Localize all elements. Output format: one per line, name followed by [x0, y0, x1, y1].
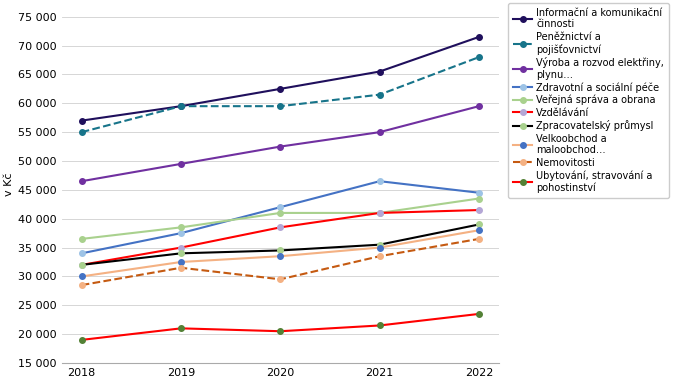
Ubytování, stravování a
pohostinství	[475, 312, 483, 316]
Zpracovatelský průmysl	[177, 251, 185, 256]
Ubytování, stravování a
pohostinství	[177, 326, 185, 331]
Zpracovatelský průmysl	[78, 262, 86, 267]
Zdravotní a sociální péče	[177, 231, 185, 235]
Nemovitosti	[375, 254, 384, 259]
Line: Velkoobchod a
maloobchod…: Velkoobchod a maloobchod…	[79, 227, 482, 279]
Informační a komunikační
činnosti	[375, 69, 384, 74]
Peněžnictví a
pojišťovnictví	[78, 130, 86, 134]
Peněžnictví a
pojišťovnictví	[177, 104, 185, 108]
Veřejná správa a obrana	[177, 225, 185, 230]
Line: Zpracovatelský průmysl: Zpracovatelský průmysl	[79, 222, 482, 268]
Veřejná správa a obrana	[276, 210, 284, 215]
Nemovitosti	[276, 277, 284, 282]
Nemovitosti	[177, 265, 185, 270]
Zdravotní a sociální péče	[78, 251, 86, 256]
Informační a komunikační
činnosti	[475, 35, 483, 39]
Výroba a rozvod elektřiny,
plynu…	[375, 130, 384, 134]
Vzdělávání	[375, 210, 384, 215]
Vzdělávání	[276, 225, 284, 230]
Výroba a rozvod elektřiny,
plynu…	[276, 144, 284, 149]
Zpracovatelský průmysl	[475, 222, 483, 227]
Velkoobchod a
maloobchod…	[78, 274, 86, 279]
Ubytování, stravování a
pohostinství	[78, 338, 86, 342]
Informační a komunikační
činnosti	[177, 104, 185, 108]
Ubytování, stravování a
pohostinství	[276, 329, 284, 333]
Vzdělávání	[177, 245, 185, 250]
Výroba a rozvod elektřiny,
plynu…	[78, 179, 86, 183]
Line: Veřejná správa a obrana: Veřejná správa a obrana	[79, 196, 482, 242]
Line: Ubytování, stravování a
pohostinství: Ubytování, stravování a pohostinství	[79, 311, 482, 343]
Line: Peněžnictví a
pojišťovnictví: Peněžnictví a pojišťovnictví	[79, 54, 482, 135]
Peněžnictví a
pojišťovnictví	[276, 104, 284, 108]
Výroba a rozvod elektřiny,
plynu…	[475, 104, 483, 108]
Vzdělávání	[78, 262, 86, 267]
Velkoobchod a
maloobchod…	[177, 260, 185, 264]
Zpracovatelský průmysl	[276, 248, 284, 253]
Velkoobchod a
maloobchod…	[475, 228, 483, 233]
Velkoobchod a
maloobchod…	[276, 254, 284, 259]
Veřejná správa a obrana	[375, 210, 384, 215]
Zdravotní a sociální péče	[276, 205, 284, 209]
Y-axis label: v Kč: v Kč	[4, 172, 14, 196]
Informační a komunikační
činnosti	[276, 87, 284, 91]
Velkoobchod a
maloobchod…	[375, 245, 384, 250]
Vzdělávání	[475, 208, 483, 212]
Ubytování, stravování a
pohostinství	[375, 323, 384, 328]
Peněžnictví a
pojišťovnictví	[475, 55, 483, 60]
Line: Nemovitosti: Nemovitosti	[79, 236, 482, 288]
Veřejná správa a obrana	[78, 236, 86, 241]
Line: Výroba a rozvod elektřiny,
plynu…: Výroba a rozvod elektřiny, plynu…	[79, 104, 482, 184]
Line: Vzdělávání: Vzdělávání	[79, 207, 482, 268]
Informační a komunikační
činnosti	[78, 118, 86, 123]
Legend: Informační a komunikační
činnosti, Peněžnictví a
pojišťovnictví, Výroba a rozvod: Informační a komunikační činnosti, Peněž…	[508, 3, 669, 198]
Zdravotní a sociální péče	[375, 179, 384, 183]
Nemovitosti	[475, 236, 483, 241]
Výroba a rozvod elektřiny,
plynu…	[177, 162, 185, 166]
Nemovitosti	[78, 283, 86, 287]
Zpracovatelský průmysl	[375, 243, 384, 247]
Zdravotní a sociální péče	[475, 191, 483, 195]
Line: Zdravotní a sociální péče: Zdravotní a sociální péče	[79, 178, 482, 256]
Veřejná správa a obrana	[475, 196, 483, 201]
Peněžnictví a
pojišťovnictví	[375, 92, 384, 97]
Line: Informační a komunikační
činnosti: Informační a komunikační činnosti	[79, 34, 482, 123]
